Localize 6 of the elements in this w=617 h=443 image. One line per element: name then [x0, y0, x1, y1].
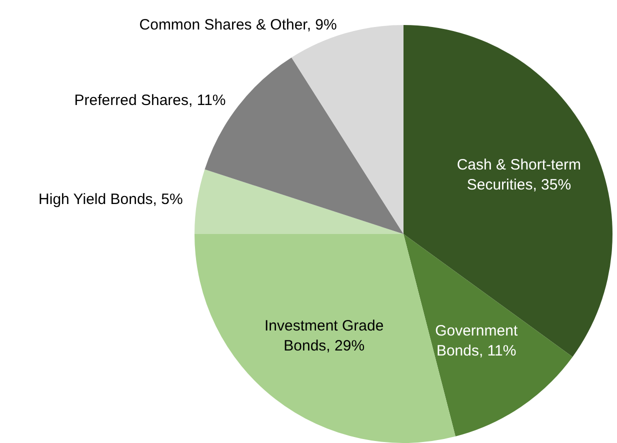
slice-label: High Yield Bonds, 5% — [38, 191, 183, 208]
slice-label: Government Bonds, 11% — [435, 322, 518, 360]
slice-label: Investment Grade Bonds, 29% — [264, 318, 384, 355]
slice-label: Common Shares & Other, 9% — [139, 16, 337, 34]
slice-label: Cash & Short-term Securities, 35% — [456, 156, 582, 194]
slice-label: Preferred Shares, 11% — [74, 92, 226, 109]
